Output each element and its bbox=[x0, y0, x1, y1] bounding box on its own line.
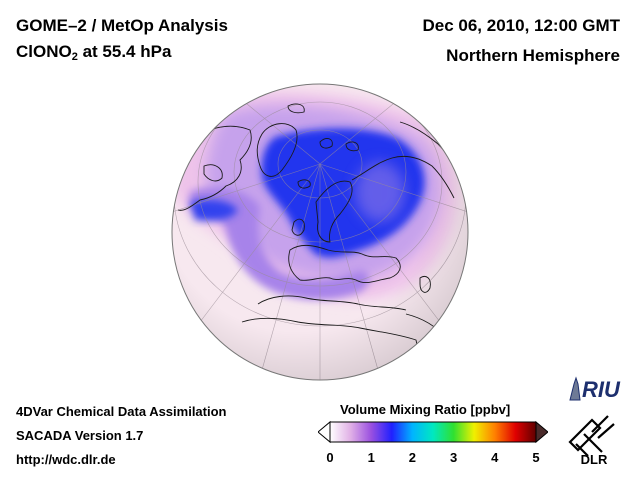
species-label: ClONO2 at 55.4 hPa bbox=[16, 42, 171, 63]
colorbar-over-arrow bbox=[535, 420, 548, 444]
colorbar-tick-label: 3 bbox=[449, 450, 458, 465]
colorbar-tick-label: 0 bbox=[326, 450, 334, 465]
riu-emblem-icon bbox=[569, 376, 581, 401]
dlr-logo-text: DLR bbox=[581, 452, 608, 467]
footer-version: SACADA Version 1.7 bbox=[16, 428, 144, 443]
globe-outline bbox=[171, 83, 469, 381]
region-label: Northern Hemisphere bbox=[446, 46, 620, 65]
species-name: ClONO bbox=[16, 42, 72, 61]
colorbar-tick-label: 2 bbox=[408, 450, 416, 465]
map-title: GOME–2 / MetOp Analysis bbox=[16, 16, 228, 35]
dlr-emblem-icon bbox=[568, 415, 615, 457]
dlr-logo: DLR bbox=[568, 415, 615, 467]
globe-map bbox=[171, 83, 469, 381]
colorbar-title: Volume Mixing Ratio [ppbv] bbox=[340, 402, 511, 417]
colorbar bbox=[318, 420, 548, 444]
colorbar-under-arrow bbox=[318, 420, 331, 444]
colorbar-ramp bbox=[329, 421, 537, 443]
colorbar-tick-label: 5 bbox=[532, 450, 540, 465]
colorbar-tick-label: 1 bbox=[367, 450, 375, 465]
riu-logo-text: RIU bbox=[582, 377, 621, 402]
analysis-date: Dec 06, 2010, 12:00 GMT bbox=[422, 16, 620, 35]
footer-method: 4DVar Chemical Data Assimilation bbox=[16, 404, 227, 419]
riu-logo: RIU bbox=[569, 376, 621, 402]
footer-url[interactable]: http://wdc.dlr.de bbox=[16, 452, 116, 467]
colorbar-tick-label: 4 bbox=[491, 450, 499, 465]
species-subscript: 2 bbox=[71, 51, 78, 63]
globe-shading bbox=[172, 84, 468, 380]
species-level: at 55.4 hPa bbox=[77, 42, 172, 61]
